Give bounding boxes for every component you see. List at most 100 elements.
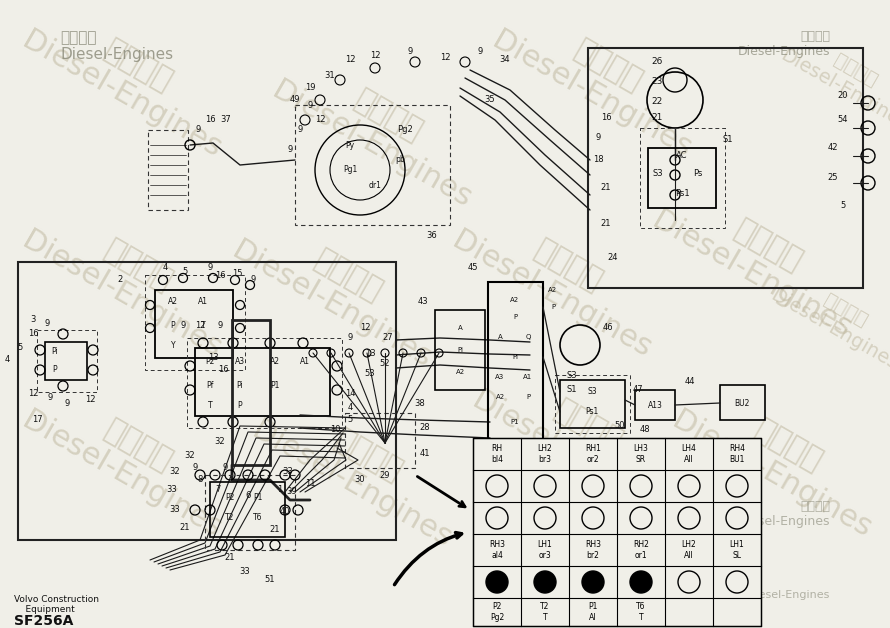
Text: S1: S1 [567, 386, 578, 394]
Text: 9: 9 [347, 333, 352, 342]
Text: 16: 16 [601, 114, 611, 122]
Text: pb: pb [395, 156, 405, 165]
Text: A2: A2 [511, 297, 520, 303]
Text: 15: 15 [231, 269, 242, 278]
Text: 紫发动力
Diesel-Engines: 紫发动力 Diesel-Engines [778, 26, 890, 134]
Text: S3: S3 [587, 387, 597, 396]
Text: LH4
All: LH4 All [682, 444, 697, 463]
Text: 52: 52 [380, 359, 390, 367]
Text: 8: 8 [198, 475, 203, 484]
Text: Ps: Ps [693, 168, 703, 178]
Text: 35: 35 [485, 95, 496, 104]
Text: A2: A2 [456, 369, 465, 375]
Text: 紫发动力
Diesel-Engines: 紫发动力 Diesel-Engines [767, 266, 890, 374]
Text: 9: 9 [307, 102, 312, 111]
Text: 39: 39 [287, 487, 297, 497]
Text: Pi: Pi [457, 347, 463, 353]
Text: 12: 12 [315, 116, 325, 124]
Text: A2: A2 [168, 298, 178, 306]
Text: 33: 33 [239, 568, 250, 577]
Text: Pi: Pi [237, 381, 243, 391]
Text: 7: 7 [215, 485, 221, 494]
Text: 21: 21 [225, 553, 235, 563]
Text: Pg1: Pg1 [343, 166, 357, 175]
Text: 9: 9 [408, 48, 413, 57]
Text: 14: 14 [344, 389, 355, 398]
Text: 1: 1 [278, 485, 283, 494]
Text: RH1
or2: RH1 or2 [585, 444, 601, 463]
Text: A1: A1 [198, 298, 208, 306]
Text: 2: 2 [117, 276, 123, 284]
Bar [640, 128, 725, 228]
Text: 9: 9 [181, 322, 186, 330]
Text: 23: 23 [651, 77, 663, 87]
Text: 29: 29 [380, 472, 390, 480]
Text: 紫发动力
Diesel-Engines: 紫发动力 Diesel-Engines [447, 197, 673, 364]
Bar [560, 380, 625, 428]
Text: 紫发动力
Diesel-Engines: 紫发动力 Diesel-Engines [267, 46, 493, 214]
Text: 20: 20 [837, 92, 848, 100]
Text: P1: P1 [271, 381, 279, 391]
Text: 12: 12 [28, 389, 38, 399]
Text: P2: P2 [206, 357, 214, 367]
Text: A3: A3 [496, 374, 505, 380]
Text: 9: 9 [44, 320, 50, 328]
Text: 紫发动力
Diesel-Engines: 紫发动力 Diesel-Engines [17, 0, 243, 163]
Text: 12: 12 [369, 50, 380, 60]
Bar [588, 48, 863, 288]
Bar [488, 282, 543, 442]
Text: 紫发动力
Diesel-Engines: 紫发动力 Diesel-Engines [647, 176, 873, 344]
Text: 9: 9 [287, 146, 293, 154]
Text: 13: 13 [365, 349, 376, 357]
Text: 9: 9 [47, 392, 53, 401]
Text: Py: Py [345, 141, 354, 149]
Text: T: T [200, 320, 206, 330]
Text: RH3
br2: RH3 br2 [585, 540, 601, 560]
Text: Q: Q [525, 334, 530, 340]
Text: 紫发动力
Diesel-Engines: 紫发动力 Diesel-Engines [738, 30, 830, 58]
Bar [473, 438, 761, 626]
Text: A1: A1 [300, 357, 310, 367]
Text: 32: 32 [185, 450, 195, 460]
Text: RH3
al4: RH3 al4 [489, 540, 505, 560]
Text: 4: 4 [347, 404, 352, 413]
Text: 12: 12 [440, 53, 450, 62]
Text: 31: 31 [325, 70, 336, 80]
Text: P: P [171, 320, 175, 330]
Text: 16: 16 [28, 330, 38, 338]
Text: Y: Y [171, 340, 175, 350]
Text: 17: 17 [32, 416, 43, 425]
Text: 49: 49 [290, 95, 300, 104]
Text: 9: 9 [64, 399, 69, 408]
Text: Ps1: Ps1 [675, 188, 690, 197]
Text: 28: 28 [420, 423, 430, 433]
Text: A2: A2 [548, 287, 557, 293]
Text: 41: 41 [420, 448, 430, 458]
Text: 26: 26 [651, 58, 663, 67]
Text: 16: 16 [214, 271, 225, 281]
Text: 4: 4 [4, 355, 10, 364]
Text: 33: 33 [170, 506, 181, 514]
Text: Pi: Pi [52, 347, 59, 357]
Text: 47: 47 [633, 386, 643, 394]
Text: 36: 36 [426, 230, 437, 239]
Bar [195, 348, 330, 416]
Text: A2: A2 [270, 357, 280, 367]
Bar [37, 330, 97, 392]
Text: A: A [498, 334, 502, 340]
Text: 9: 9 [297, 126, 303, 134]
Text: 22: 22 [651, 97, 663, 107]
Text: 9: 9 [595, 134, 601, 143]
Bar [210, 482, 285, 537]
Text: RH
bl4: RH bl4 [491, 444, 503, 463]
Bar [232, 320, 270, 465]
Text: 紫发动力
Diesel-Engines: 紫发动力 Diesel-Engines [667, 377, 890, 543]
Text: 18: 18 [593, 156, 603, 165]
Text: LH1
or3: LH1 or3 [538, 540, 553, 560]
Text: 21: 21 [601, 183, 611, 193]
Text: 32: 32 [170, 467, 181, 477]
Text: S3: S3 [567, 371, 578, 379]
Text: 48: 48 [640, 426, 651, 435]
Text: RH4
BU1: RH4 BU1 [729, 444, 745, 463]
Text: 50: 50 [615, 421, 626, 430]
